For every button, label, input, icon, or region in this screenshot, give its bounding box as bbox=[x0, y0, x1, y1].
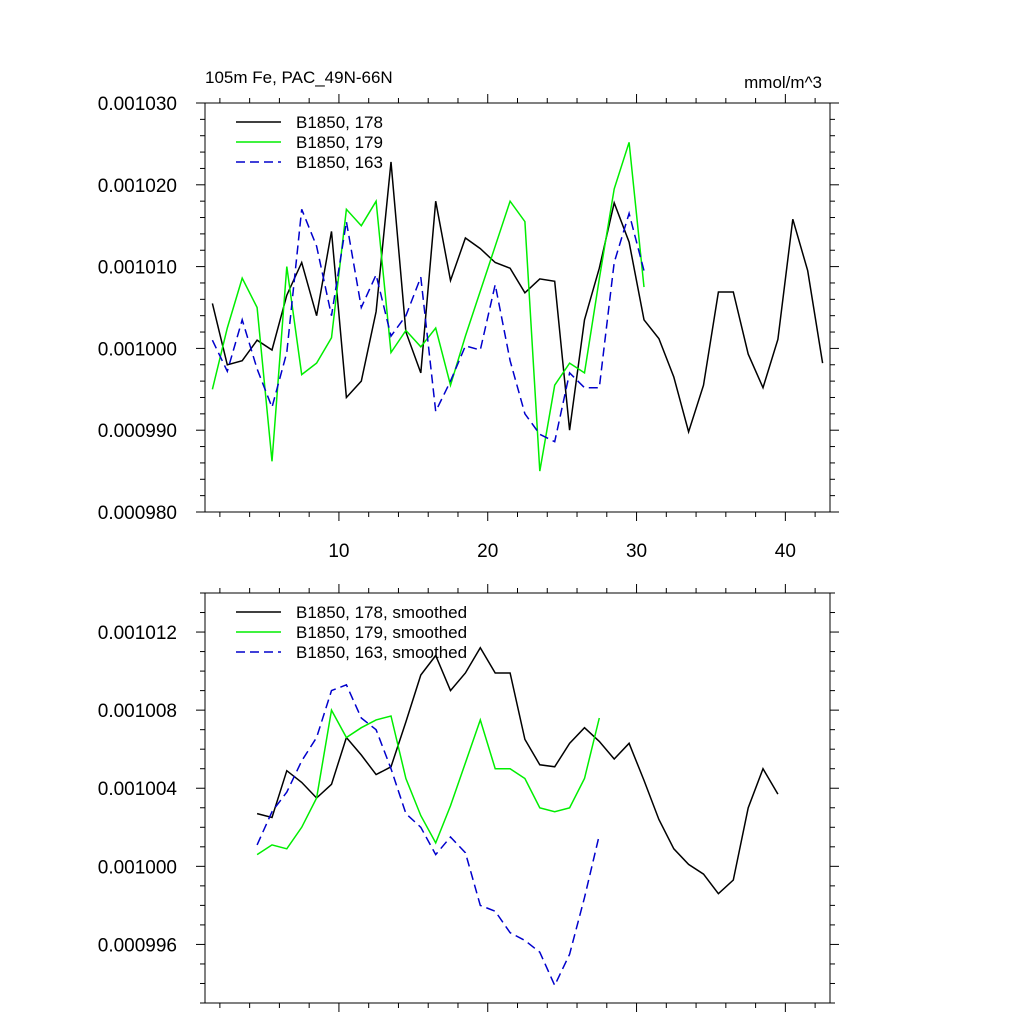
series-line-1 bbox=[256, 707, 601, 856]
y-tick-label: 0.000996 bbox=[98, 935, 177, 956]
x-tick-label: 20 bbox=[477, 541, 498, 562]
series-line-0 bbox=[256, 646, 779, 895]
x-tick-label: 10 bbox=[328, 541, 349, 562]
legend-label-1: B1850, 179 bbox=[296, 133, 383, 152]
legend-label-0: B1850, 178, smoothed bbox=[296, 603, 467, 622]
series-line-2 bbox=[256, 683, 601, 988]
y-tick-label: 0.001000 bbox=[98, 857, 177, 878]
y-tick-label: 0.001030 bbox=[98, 94, 177, 115]
legend-label-2: B1850, 163 bbox=[296, 153, 383, 172]
y-tick-label: 0.001012 bbox=[98, 623, 177, 644]
y-tick-label: 0.000980 bbox=[98, 503, 177, 524]
units-label: mmol/m^3 bbox=[744, 73, 822, 92]
series-line-0 bbox=[211, 161, 824, 435]
y-tick-label: 0.001020 bbox=[98, 176, 177, 197]
series-line-1 bbox=[211, 142, 645, 472]
y-tick-label: 0.001010 bbox=[98, 258, 177, 279]
chart-title: 105m Fe, PAC_49N-66N bbox=[205, 68, 393, 87]
y-tick-label: 0.001008 bbox=[98, 701, 177, 722]
x-tick-label: 40 bbox=[775, 541, 796, 562]
y-tick-label: 0.000990 bbox=[98, 421, 177, 442]
series-line-2 bbox=[211, 209, 645, 443]
bottom-panel: 0.000996 0.001000 0.001004 0.001008 0.001012… bbox=[98, 584, 839, 1012]
legend-label-1: B1850, 179, smoothed bbox=[296, 623, 467, 642]
y-tick-label: 0.001000 bbox=[98, 339, 177, 360]
legend-label-2: B1850, 163, smoothed bbox=[296, 643, 467, 662]
x-tick-label: 30 bbox=[626, 541, 647, 562]
y-tick-label: 0.001004 bbox=[98, 779, 178, 800]
top-panel: 10 20 30 40 0.000980 0.000990 0.001000 0.001010… bbox=[98, 68, 839, 562]
legend-label-0: B1850, 178 bbox=[296, 113, 383, 132]
